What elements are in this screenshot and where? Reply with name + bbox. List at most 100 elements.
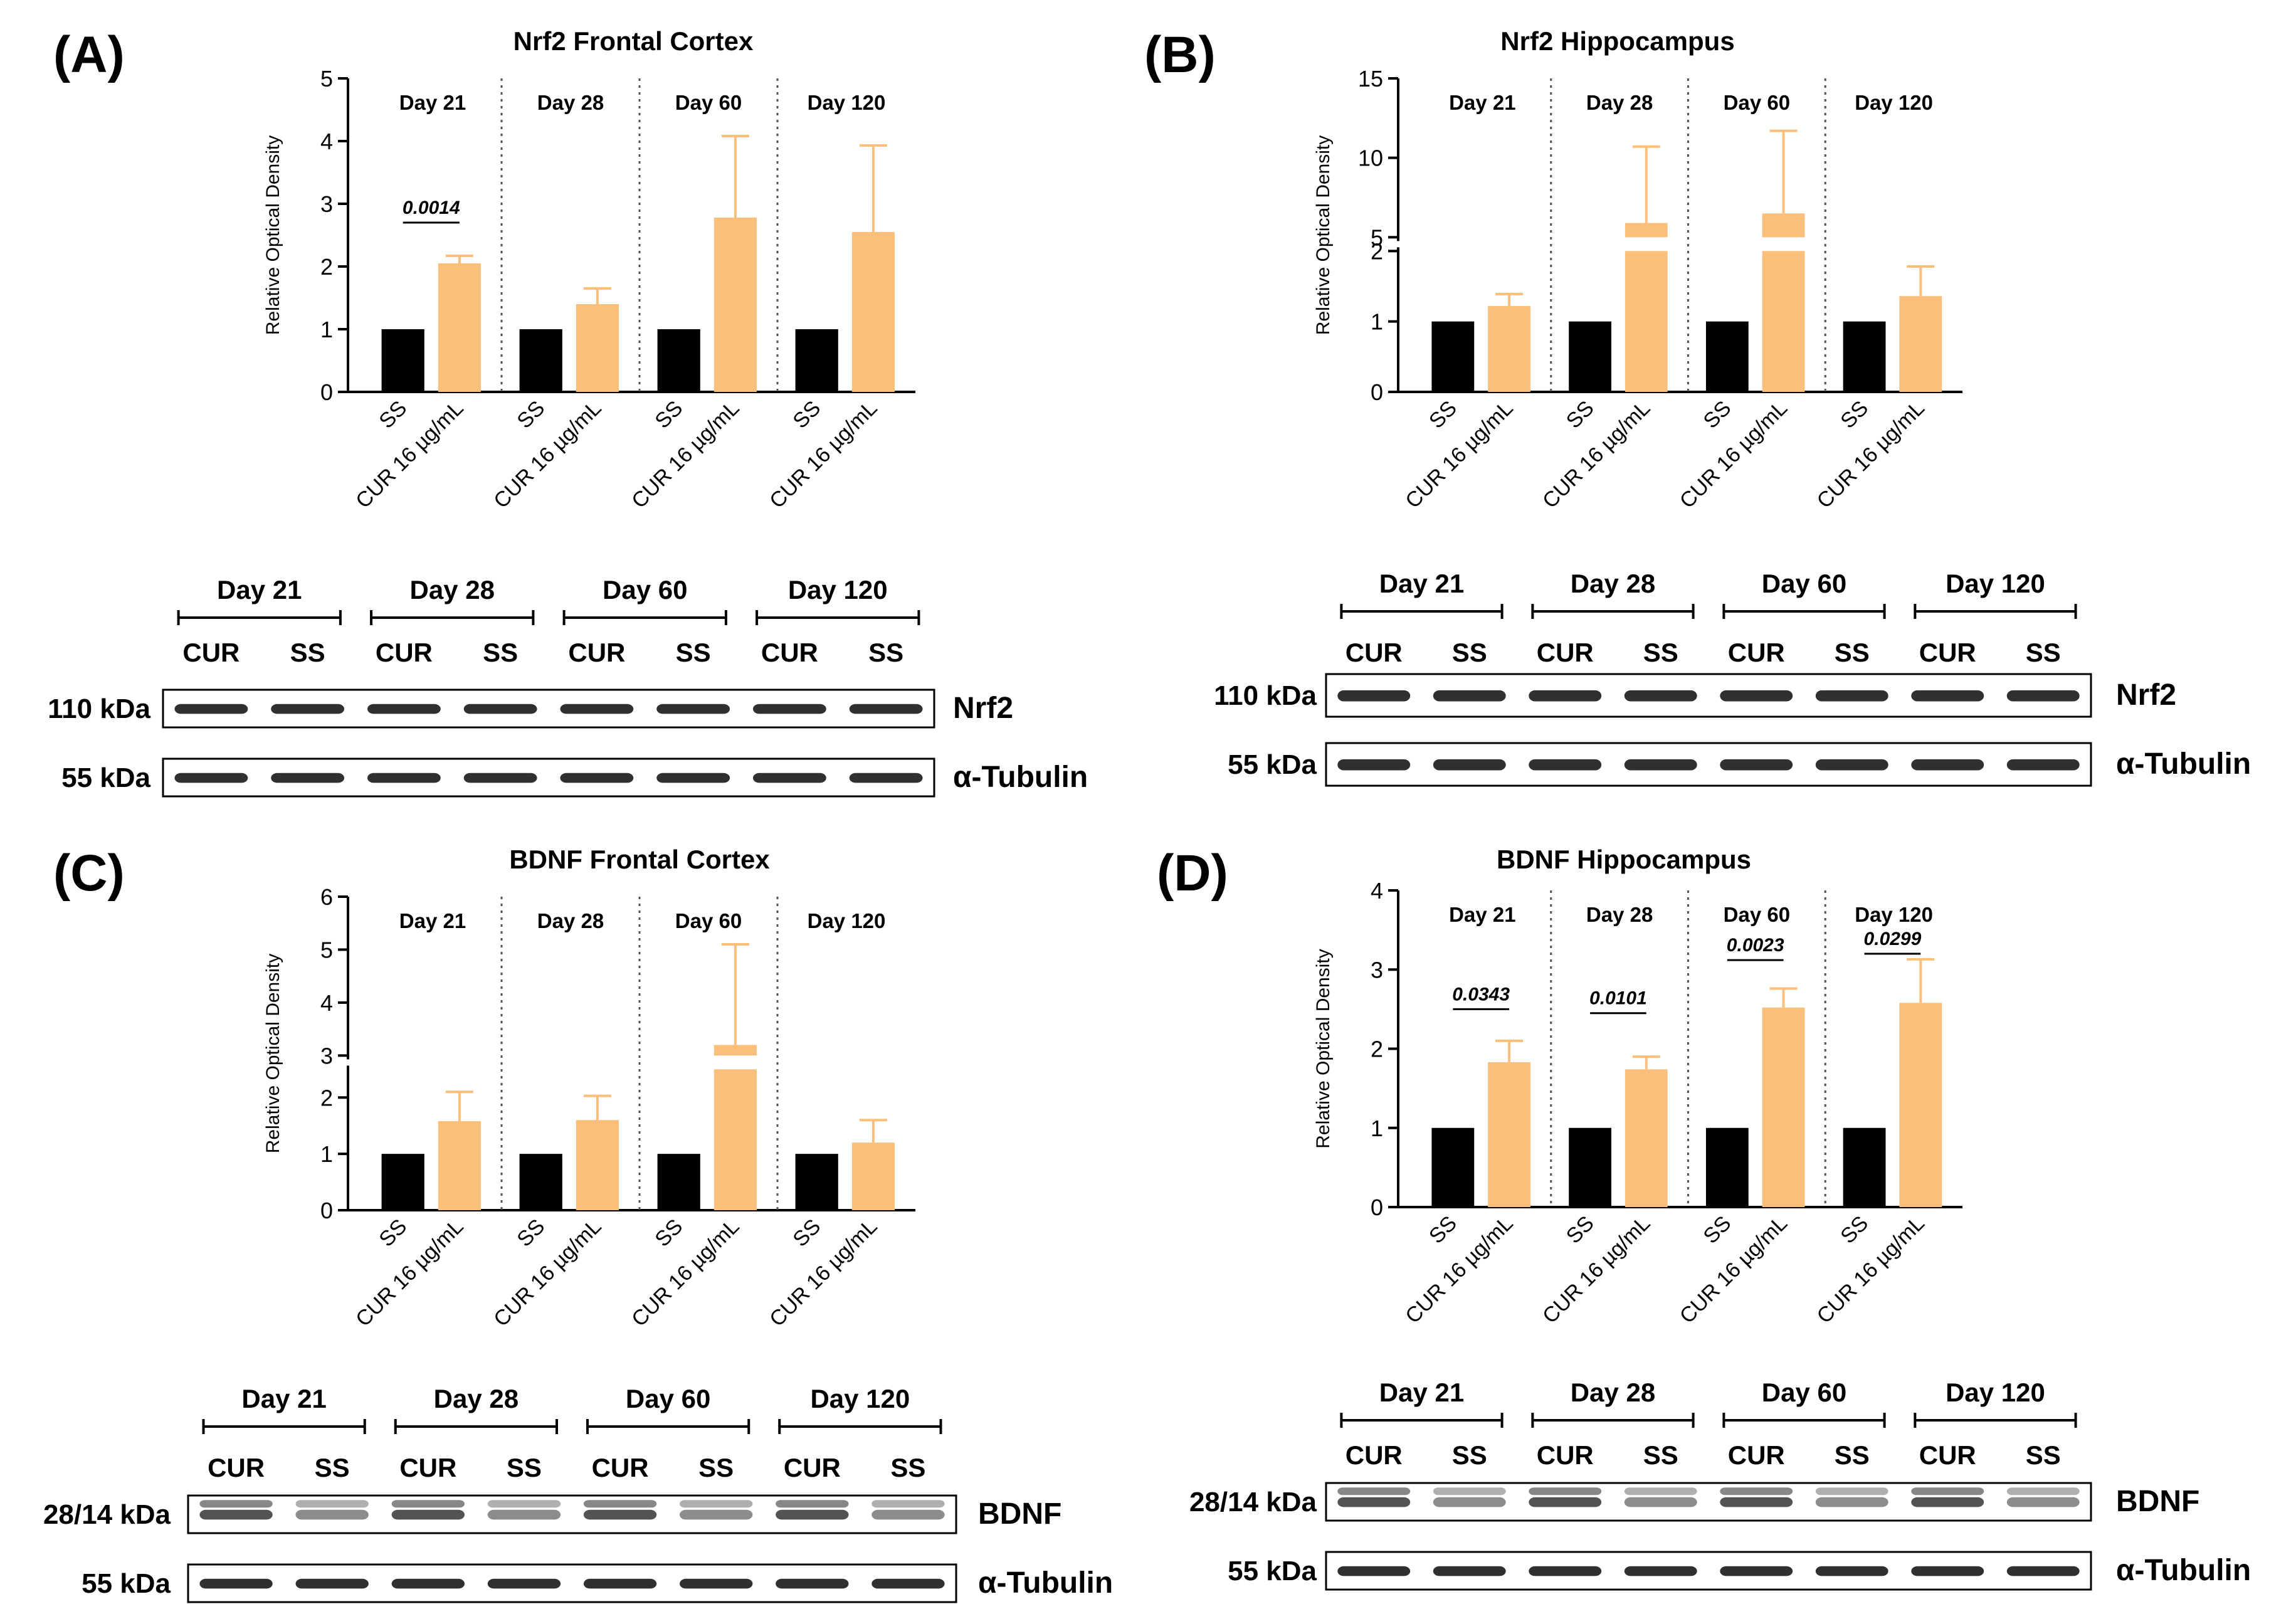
bar-ss bbox=[795, 329, 838, 392]
blot-band bbox=[174, 773, 248, 783]
blot-band bbox=[2006, 759, 2080, 771]
blot-lane-label: CUR bbox=[1919, 638, 1976, 667]
blot-day-label: Day 21 bbox=[241, 1384, 326, 1413]
blot-band bbox=[199, 1500, 273, 1508]
blot-band bbox=[583, 1578, 657, 1589]
chart-panel-2: (C) BDNF Frontal Cortex 0 1 2 3 4 5 6 Relative Op… bbox=[43, 845, 1113, 1603]
group-label: Day 60 bbox=[675, 909, 742, 932]
chart-title: Nrf2 Frontal Cortex bbox=[513, 26, 754, 56]
x-tick-label: SS bbox=[512, 1215, 549, 1252]
blot-band bbox=[1720, 1566, 1793, 1576]
x-tick-label: SS bbox=[1562, 396, 1599, 433]
group-label: Day 120 bbox=[808, 909, 886, 932]
blot-kda-label: 28/14 kDa bbox=[1189, 1487, 1317, 1517]
y-tick-label: 2 bbox=[1371, 238, 1383, 264]
x-tick-label: SS bbox=[512, 396, 549, 433]
group-label: Day 28 bbox=[1586, 91, 1653, 114]
blot-lane-label: SS bbox=[1835, 1440, 1870, 1470]
blot-kda-label: 28/14 kDa bbox=[43, 1499, 171, 1530]
blot-lane-label: CUR bbox=[761, 638, 818, 667]
blot-lane-label: SS bbox=[1452, 638, 1487, 667]
panel-label: (C) bbox=[53, 845, 125, 902]
blot-day-label: Day 28 bbox=[410, 575, 495, 604]
blot-band bbox=[367, 704, 441, 714]
bar-ss bbox=[1431, 1127, 1475, 1207]
blot-day-label: Day 60 bbox=[1762, 1378, 1846, 1407]
blot-day-label: Day 120 bbox=[810, 1384, 910, 1413]
blot-day-label: Day 28 bbox=[1571, 569, 1655, 598]
y-tick-label: 4 bbox=[320, 990, 333, 1016]
blot-kda-label: 55 kDa bbox=[1228, 1556, 1317, 1586]
bar-cur bbox=[851, 232, 895, 392]
y-tick-label: 4 bbox=[1371, 878, 1383, 904]
blot-protein-label: α-Tubulin bbox=[978, 1566, 1113, 1600]
bar-ss bbox=[519, 1154, 562, 1210]
bar-cur-upper bbox=[1625, 223, 1668, 238]
blot-lane-label: SS bbox=[698, 1453, 734, 1482]
blot-band bbox=[1337, 1487, 1411, 1496]
blot-band bbox=[1433, 690, 1506, 702]
blot-band bbox=[1433, 759, 1506, 771]
blot-kda-label: 110 kDa bbox=[48, 694, 150, 724]
blot-band bbox=[560, 773, 634, 783]
blot-band bbox=[1815, 1487, 1888, 1496]
blot-protein-label: α-Tubulin bbox=[2116, 1554, 2251, 1587]
x-tick-label: SS bbox=[788, 396, 825, 433]
blot-band bbox=[680, 1578, 753, 1589]
blot-band bbox=[1624, 1487, 1697, 1496]
blot-lane-label: SS bbox=[507, 1453, 542, 1482]
blot-day-label: Day 60 bbox=[603, 575, 687, 604]
blot-lane-label: SS bbox=[1643, 638, 1678, 667]
blot-band bbox=[295, 1509, 369, 1520]
bar-ss bbox=[657, 1154, 700, 1210]
x-tick-label: SS bbox=[650, 1215, 687, 1252]
bar-cur bbox=[851, 1142, 895, 1210]
x-tick-label: SS bbox=[1424, 1211, 1461, 1248]
blot-protein-label: Nrf2 bbox=[953, 692, 1013, 725]
x-tick-label: SS bbox=[1562, 1211, 1599, 1248]
chart-panel-1: (B) Nrf2 Hippocampus 0 1 25 10 15 Relative Opti… bbox=[1144, 26, 2251, 787]
group-label: Day 60 bbox=[675, 91, 742, 114]
group-label: Day 120 bbox=[808, 91, 886, 114]
blot-lane-label: CUR bbox=[1537, 1440, 1594, 1470]
bar-ss bbox=[1569, 1127, 1611, 1207]
y-tick-label: 0 bbox=[1371, 379, 1383, 405]
blot-band bbox=[1624, 1497, 1697, 1507]
blot-lane-label: SS bbox=[868, 638, 903, 667]
y-tick-label: 0 bbox=[1371, 1195, 1383, 1220]
blot-band bbox=[1720, 1487, 1793, 1496]
bar-cur bbox=[1488, 1062, 1530, 1207]
blot-day-label: Day 120 bbox=[788, 575, 888, 604]
x-tick-label: SS bbox=[1836, 396, 1873, 433]
blot-band bbox=[776, 1500, 849, 1508]
bar-ss bbox=[1843, 1127, 1886, 1207]
blot-lane-label: CUR bbox=[1728, 638, 1785, 667]
bar-cur-lower bbox=[714, 1069, 757, 1210]
blot-band bbox=[776, 1578, 849, 1589]
blot-band bbox=[1720, 1497, 1793, 1507]
panel-label: (D) bbox=[1157, 845, 1228, 902]
x-tick-label: SS bbox=[1699, 1211, 1736, 1248]
y-tick-label: 0 bbox=[320, 379, 333, 405]
chart-title: Nrf2 Hippocampus bbox=[1500, 26, 1734, 56]
y-tick-label: 2 bbox=[320, 1085, 333, 1111]
blot-lane-label: SS bbox=[2026, 1440, 2061, 1470]
bar-cur bbox=[1899, 296, 1942, 392]
blot-band bbox=[391, 1578, 465, 1589]
blot-lane-label: CUR bbox=[1537, 638, 1594, 667]
y-tick-label: 2 bbox=[320, 254, 333, 280]
blot-band bbox=[174, 704, 248, 714]
y-tick-label: 3 bbox=[1371, 957, 1383, 983]
blot-band bbox=[1720, 759, 1793, 771]
chart-panel-3: (D) BDNF Hippocampus 0 1 2 3 4 Relative Optical… bbox=[1157, 845, 2251, 1591]
bar-cur bbox=[1488, 305, 1530, 392]
x-tick-label: SS bbox=[1699, 396, 1736, 433]
blot-day-label: Day 21 bbox=[217, 575, 302, 604]
p-value-label: 0.0299 bbox=[1864, 929, 1922, 949]
blot-band bbox=[752, 773, 826, 783]
blot-band bbox=[872, 1509, 945, 1520]
panel-label: (A) bbox=[53, 26, 125, 83]
bar-cur bbox=[438, 263, 481, 392]
blot-band bbox=[752, 704, 826, 714]
y-axis-label: Relative Optical Density bbox=[1313, 949, 1334, 1148]
